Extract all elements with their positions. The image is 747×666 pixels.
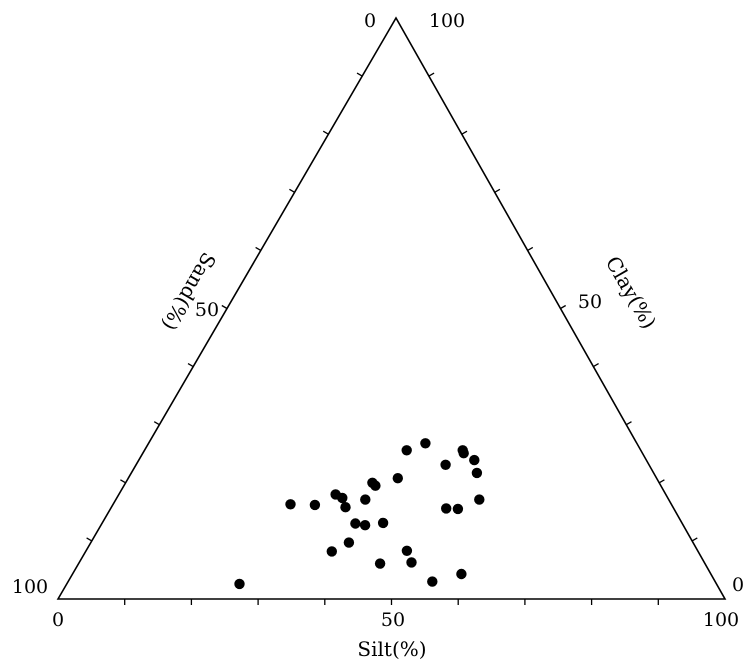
data-point bbox=[340, 502, 351, 513]
data-points bbox=[234, 438, 485, 590]
data-point bbox=[374, 558, 386, 569]
sand-tick-mark bbox=[187, 363, 194, 368]
data-point bbox=[343, 537, 355, 548]
sand-tick-mark bbox=[221, 304, 228, 310]
sand-tick-50: 50 bbox=[195, 299, 219, 321]
data-point bbox=[401, 545, 413, 556]
clay-axis-label: Clay(%) bbox=[601, 252, 662, 333]
data-point bbox=[285, 499, 296, 510]
data-point bbox=[330, 489, 341, 500]
data-point bbox=[441, 503, 452, 514]
silt-tick-0: 0 bbox=[52, 609, 64, 631]
clay-tick-mark bbox=[494, 188, 501, 193]
clay-tick-mark bbox=[625, 421, 632, 426]
triangle-frame bbox=[56, 16, 727, 600]
sand-tick-100: 100 bbox=[12, 576, 48, 598]
sand-tick-mark bbox=[255, 246, 262, 251]
silt-axis-label: Silt(%) bbox=[357, 637, 426, 661]
data-point bbox=[309, 499, 321, 511]
data-point bbox=[234, 578, 245, 590]
sand-tick-0: 0 bbox=[364, 10, 376, 32]
data-point bbox=[474, 494, 485, 505]
data-point bbox=[456, 568, 467, 580]
clay-tick-mark bbox=[428, 72, 435, 77]
sand-tick-mark bbox=[153, 421, 160, 426]
sand-tick-mark bbox=[322, 130, 329, 135]
clay-tick-mark bbox=[527, 246, 534, 251]
clay-tick-mark bbox=[691, 537, 698, 542]
sand-tick-mark bbox=[356, 72, 363, 77]
data-point bbox=[420, 438, 431, 449]
data-point bbox=[401, 445, 412, 456]
clay-tick-mark bbox=[658, 479, 665, 484]
silt-tick-100: 100 bbox=[703, 609, 739, 631]
data-point bbox=[440, 459, 451, 470]
clay-tick-mark bbox=[560, 304, 567, 310]
sand-tick-mark bbox=[86, 537, 93, 542]
data-point bbox=[406, 557, 417, 568]
sand-axis-label: Sand(%) bbox=[157, 248, 221, 334]
tick-marks bbox=[86, 72, 698, 605]
data-point bbox=[367, 477, 378, 488]
clay-tick-mark bbox=[461, 130, 468, 135]
clay-tick-50: 50 bbox=[578, 291, 602, 313]
sand-tick-mark bbox=[289, 188, 295, 193]
sand-tick-mark bbox=[120, 479, 126, 484]
data-point bbox=[377, 517, 389, 529]
data-point bbox=[457, 445, 468, 456]
data-point bbox=[427, 576, 438, 587]
data-point bbox=[360, 494, 371, 505]
clay-tick-0: 0 bbox=[732, 574, 744, 596]
silt-tick-50: 50 bbox=[381, 609, 405, 631]
data-point bbox=[326, 546, 337, 557]
clay-tick-mark bbox=[593, 363, 599, 368]
data-point bbox=[452, 503, 464, 515]
data-point bbox=[359, 520, 371, 531]
data-point bbox=[392, 473, 403, 484]
data-point bbox=[350, 518, 361, 529]
data-point bbox=[469, 454, 480, 466]
data-point bbox=[471, 467, 483, 479]
clay-tick-100: 100 bbox=[429, 10, 465, 32]
